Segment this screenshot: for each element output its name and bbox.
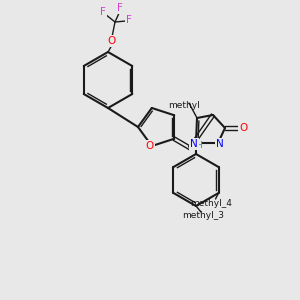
Text: N: N bbox=[190, 139, 198, 149]
Text: O: O bbox=[239, 123, 247, 133]
Text: O: O bbox=[108, 36, 116, 46]
Text: F: F bbox=[100, 7, 106, 17]
Text: methyl_3: methyl_3 bbox=[182, 212, 224, 220]
Text: F: F bbox=[117, 3, 123, 13]
Text: F: F bbox=[126, 15, 132, 25]
Text: methyl: methyl bbox=[168, 101, 200, 110]
Text: H: H bbox=[195, 140, 201, 149]
Text: N: N bbox=[216, 139, 224, 149]
Text: O: O bbox=[146, 141, 154, 151]
Text: methyl_4: methyl_4 bbox=[190, 199, 232, 208]
